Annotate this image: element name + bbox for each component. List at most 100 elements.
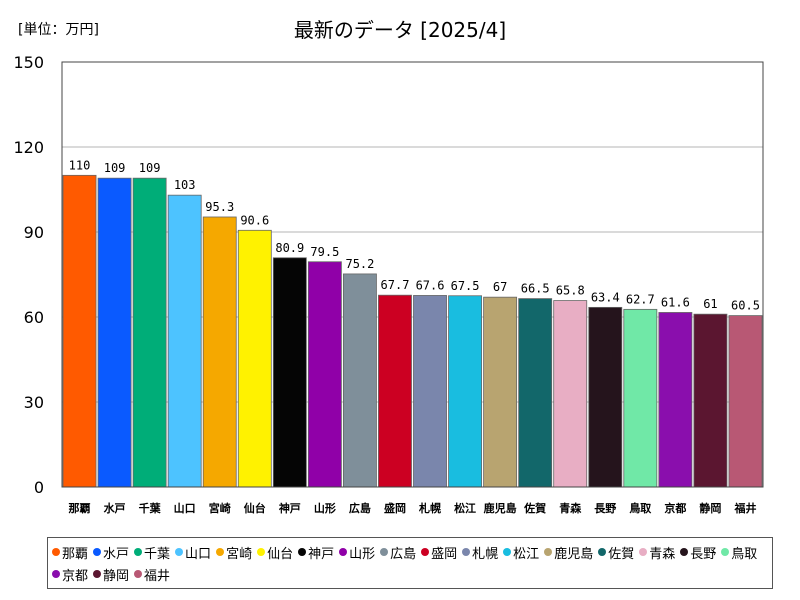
bar [588,306,623,488]
legend-label: 仙台 [267,546,294,562]
bar [307,261,342,488]
x-tick-label: 鹿児島 [484,501,517,515]
bar [237,229,272,488]
data-label: 66.5 [521,282,550,296]
legend-label: 宮崎 [226,546,253,562]
data-label: 65.8 [556,284,585,298]
chart-title: 最新のデータ [2025/4] [293,18,507,42]
legend-swatch [216,548,225,556]
x-tick-label: 広島 [349,501,371,515]
legend-item: 神戸 [298,541,334,563]
legend-item: 京都 [52,563,88,585]
legend-item: 宮崎 [216,541,252,563]
x-tick-label: 千葉 [139,501,162,515]
bar [167,194,202,488]
legend-label: 神戸 [308,546,335,562]
legend-item: 松江 [503,541,539,563]
data-label: 109 [139,161,161,175]
data-label: 103 [174,178,196,192]
x-tick-label: 札幌 [418,501,441,515]
data-label: 63.4 [591,290,620,304]
data-label: 67.7 [381,278,410,292]
y-tick-label: 90 [24,223,44,242]
legend-swatch [462,548,471,556]
data-label: 67.5 [451,279,480,293]
legend-item: 長野 [680,541,716,563]
y-tick-label: 150 [13,53,44,72]
y-tick-label: 120 [13,138,44,157]
legend-label: 福井 [144,568,171,584]
legend-label: 長野 [690,546,717,562]
bar-chart: 0 30 60 90 120 150 110 那覇 109 水戸 109 千葉 103 山口 95.3 宮崎 9… [13,53,764,515]
data-label: 67.6 [416,278,445,292]
legend-swatch [421,548,430,556]
x-tick-label: 福井 [733,501,756,515]
legend-swatch [175,548,184,556]
legend-item: 鹿児島 [544,541,593,563]
bar [413,295,447,488]
x-tick-label: 松江 [454,501,476,515]
legend-swatch [639,548,648,556]
legend-label: 山形 [349,546,376,562]
legend-label: 山口 [185,546,212,562]
legend-label: 佐賀 [608,546,635,562]
legend-label: 水戸 [103,546,130,562]
data-label: 80.9 [275,241,304,255]
legend-swatch [52,570,60,578]
legend-item: 札幌 [462,541,498,563]
y-tick-label: 30 [24,393,44,412]
data-label: 61.6 [661,295,690,309]
x-tick-label: 鳥取 [629,501,651,515]
x-tick-label: 佐賀 [523,501,546,515]
legend-label: 那覇 [62,546,89,562]
bar [518,298,553,488]
legend-label: 鳥取 [731,546,758,562]
legend-swatch [598,548,607,556]
bar [342,273,377,488]
data-label: 109 [104,161,126,175]
data-label: 110 [69,158,91,172]
unit-label: [単位：万円] [18,22,99,38]
legend-label: 千葉 [144,546,171,562]
legend-label: 札幌 [472,546,499,562]
y-tick-label: 60 [24,308,44,327]
legend-item: 水戸 [93,541,129,563]
legend-item: 鳥取 [721,541,757,563]
x-tick-label: 宮崎 [209,501,231,515]
plot-frame [61,61,764,488]
x-tick-label: 那覇 [69,502,91,515]
legend-label: 鹿児島 [554,546,594,562]
bar [272,257,307,488]
legend-swatch [503,548,512,556]
legend-item: 盛岡 [421,541,457,563]
bar [62,174,97,488]
x-tick-label: 青森 [559,501,582,515]
x-tick-label: 山形 [314,501,336,515]
bar [448,295,482,488]
legend-swatch [93,570,102,578]
legend-swatch [544,548,553,556]
legend-item: 那覇 [52,541,88,563]
bar [132,177,167,488]
legend-swatch [93,548,102,556]
bar [693,313,728,488]
legend-swatch [380,548,389,556]
bar [483,296,518,488]
x-tick-label: 長野 [594,502,616,515]
bar [623,308,658,488]
legend-swatch [721,548,730,556]
data-label: 79.5 [310,245,339,259]
x-tick-label: 水戸 [104,501,126,515]
bar [97,177,132,488]
x-tick-label: 仙台 [244,501,266,515]
bar [378,294,412,488]
legend-swatch [257,548,266,556]
bar [728,315,763,488]
legend-label: 静岡 [103,568,130,584]
legend-item: 広島 [380,541,416,563]
bar [658,312,693,488]
legend-swatch [134,548,143,556]
legend-swatch [298,548,307,556]
legend-label: 広島 [390,546,417,562]
x-tick-label: 山口 [174,501,196,515]
